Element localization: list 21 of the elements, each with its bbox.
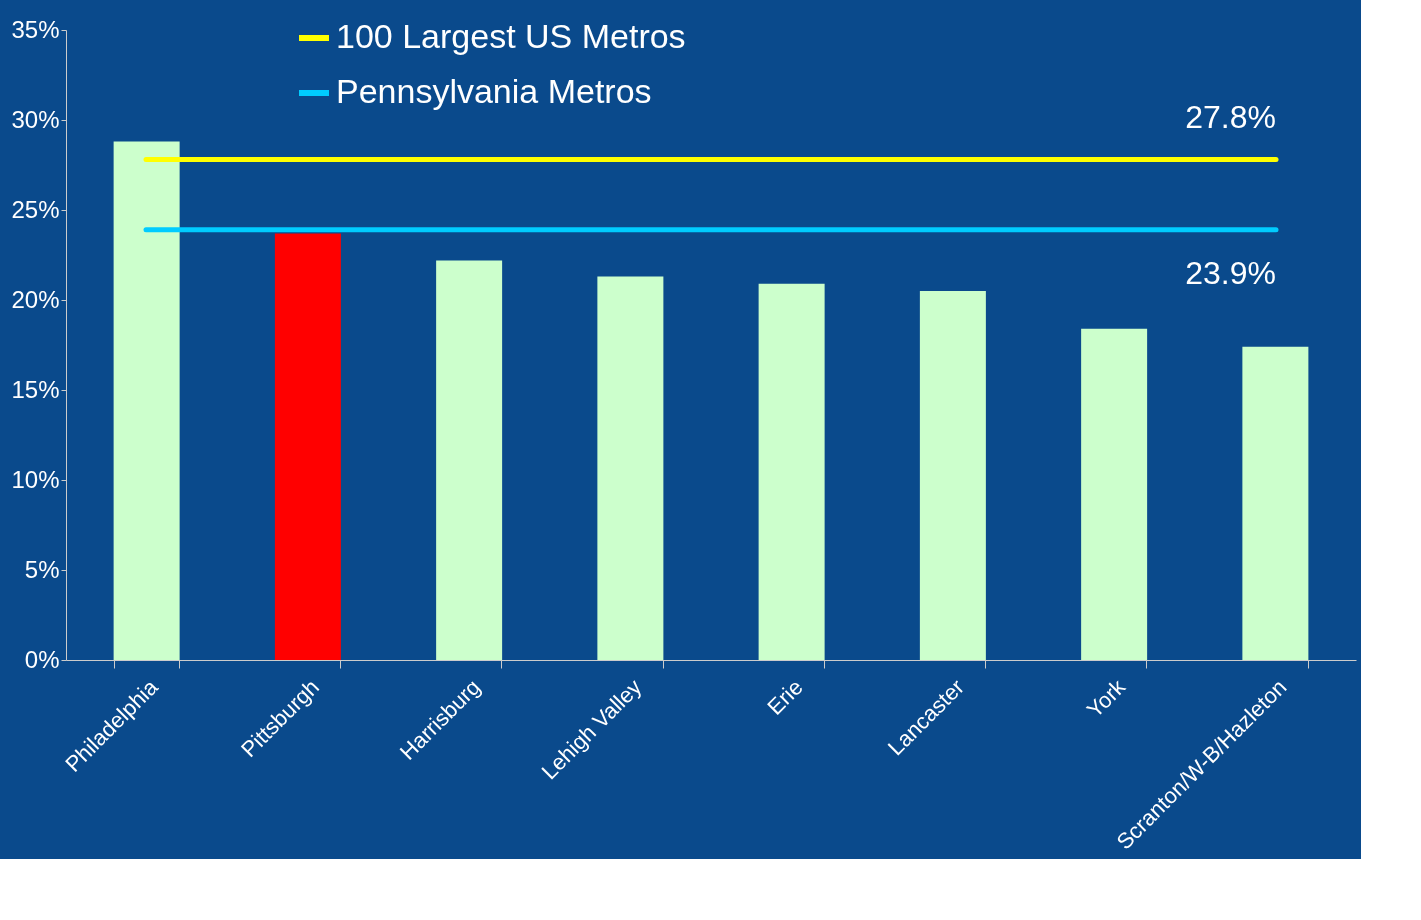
y-tick-label: 20% xyxy=(11,285,60,313)
bar xyxy=(274,233,341,660)
y-tick-label: 5% xyxy=(24,555,60,583)
legend-label: Pennsylvania Metros xyxy=(336,72,652,110)
bar xyxy=(436,260,503,660)
bar xyxy=(597,276,664,660)
y-tick-label: 0% xyxy=(24,645,60,673)
y-tick-label: 25% xyxy=(11,195,60,223)
x-tick-label: Erie xyxy=(762,674,808,720)
bar xyxy=(1081,328,1148,660)
y-tick-label: 10% xyxy=(11,465,60,493)
y-tick-label: 30% xyxy=(11,105,60,133)
annotation: 27.8% xyxy=(1185,98,1276,135)
y-tick-label: 35% xyxy=(11,15,60,43)
annotation: 23.9% xyxy=(1185,254,1276,291)
y-tick-label: 15% xyxy=(11,375,60,403)
legend-label: 100 Largest US Metros xyxy=(336,17,686,55)
bar xyxy=(113,141,180,660)
bar xyxy=(919,291,986,660)
bar xyxy=(1242,346,1309,660)
bar xyxy=(758,283,825,660)
